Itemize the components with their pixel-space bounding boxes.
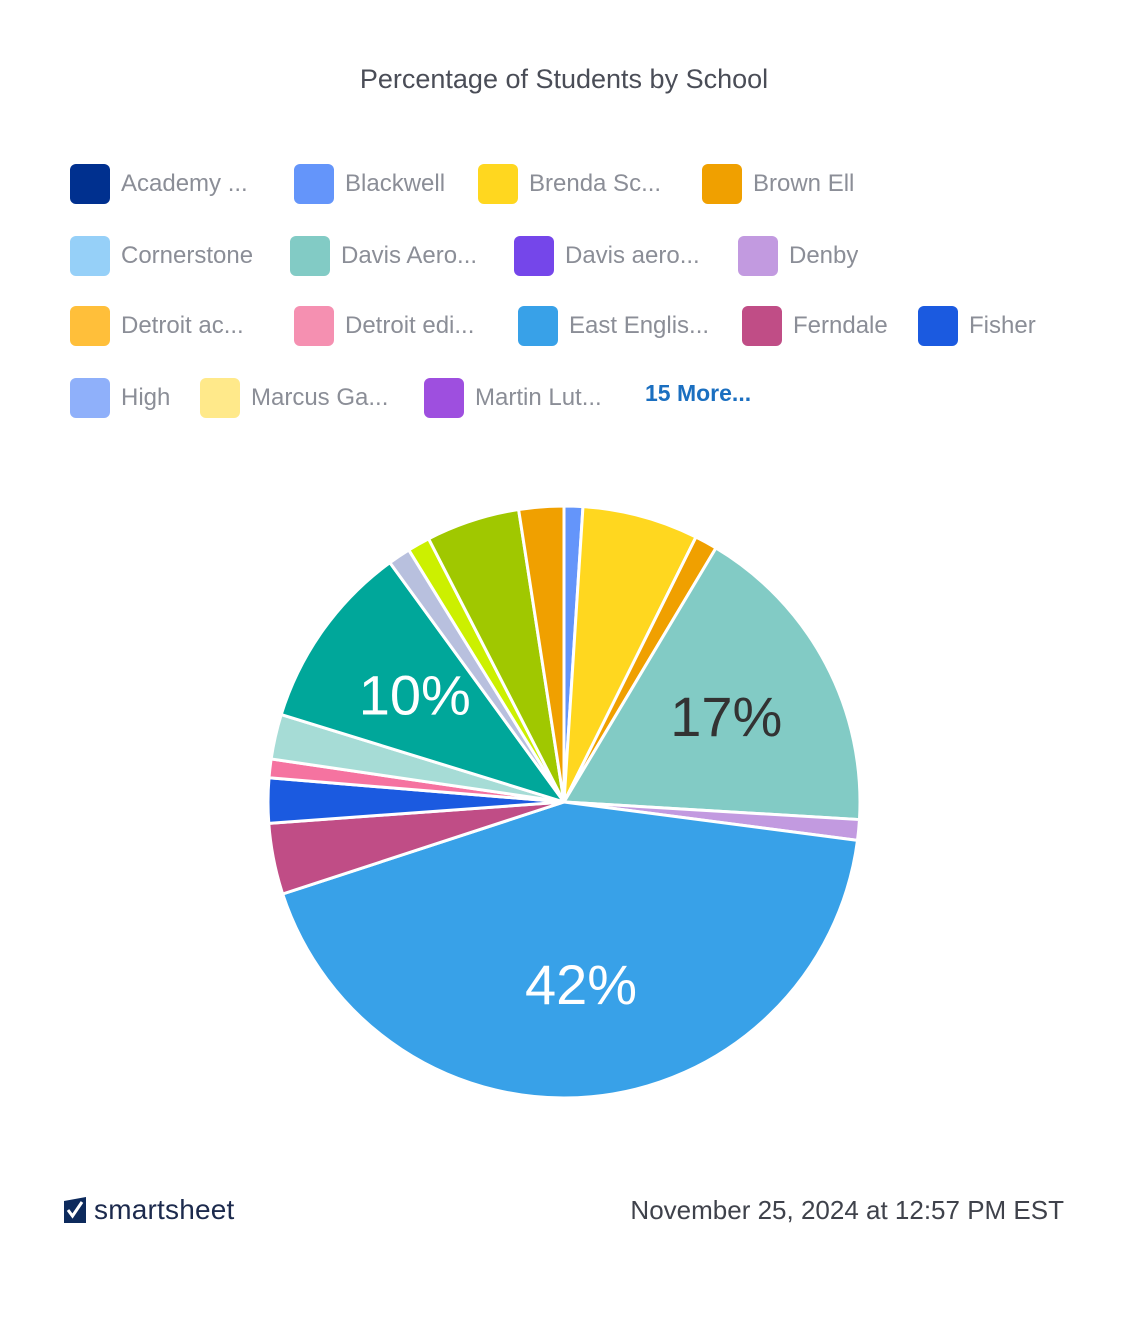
legend-item[interactable]: Davis Aero... — [290, 236, 477, 276]
legend-swatch — [424, 378, 464, 418]
legend-swatch — [742, 306, 782, 346]
legend-swatch — [702, 164, 742, 204]
legend-item[interactable]: Fisher — [918, 306, 1036, 346]
legend-item[interactable]: Detroit ac... — [70, 306, 244, 346]
legend-item[interactable]: Marcus Ga... — [200, 378, 388, 418]
legend-swatch — [918, 306, 958, 346]
slice-data-label: 42% — [525, 953, 637, 1016]
legend-swatch — [294, 164, 334, 204]
legend-swatch — [70, 236, 110, 276]
legend-item[interactable]: Ferndale — [742, 306, 888, 346]
legend-more-link[interactable]: 15 More... — [645, 380, 752, 406]
legend-item[interactable]: Cornerstone — [70, 236, 253, 276]
smartsheet-logo: smartsheet — [64, 1192, 235, 1228]
legend-item[interactable]: Academy ... — [70, 164, 248, 204]
slice-data-label: 17% — [670, 685, 782, 748]
slice-data-label: 10% — [359, 664, 471, 727]
legend-swatch — [70, 164, 110, 204]
pie-slice[interactable] — [562, 505, 698, 804]
legend-item[interactable]: East Englis... — [518, 306, 709, 346]
legend-swatch — [518, 306, 558, 346]
legend-item[interactable]: Davis aero... — [514, 236, 700, 276]
legend-item[interactable]: Denby — [738, 236, 858, 276]
report-timestamp: November 25, 2024 at 12:57 PM EST — [630, 1195, 1064, 1225]
legend-swatch — [294, 306, 334, 346]
legend-swatch — [70, 378, 110, 418]
smartsheet-check-icon — [64, 1197, 86, 1223]
pie-slice[interactable] — [562, 546, 862, 822]
pie-slice[interactable] — [281, 800, 860, 1100]
legend-item[interactable]: Brenda Sc... — [478, 164, 661, 204]
chart-title: Percentage of Students by School — [359, 64, 769, 94]
brand-name: smartsheet — [94, 1194, 235, 1225]
legend-item[interactable]: Brown Ell — [702, 164, 854, 204]
legend-item[interactable]: Blackwell — [294, 164, 445, 204]
legend-swatch — [200, 378, 240, 418]
legend-swatch — [478, 164, 518, 204]
legend-swatch — [738, 236, 778, 276]
pie-slice[interactable] — [279, 561, 566, 804]
legend-swatch — [290, 236, 330, 276]
pie-slice[interactable] — [517, 504, 566, 804]
legend-item[interactable]: Detroit edi... — [294, 306, 474, 346]
legend-swatch — [514, 236, 554, 276]
legend-item[interactable]: High — [70, 378, 170, 418]
legend-swatch — [70, 306, 110, 346]
legend-item[interactable]: Martin Lut... — [424, 378, 602, 418]
